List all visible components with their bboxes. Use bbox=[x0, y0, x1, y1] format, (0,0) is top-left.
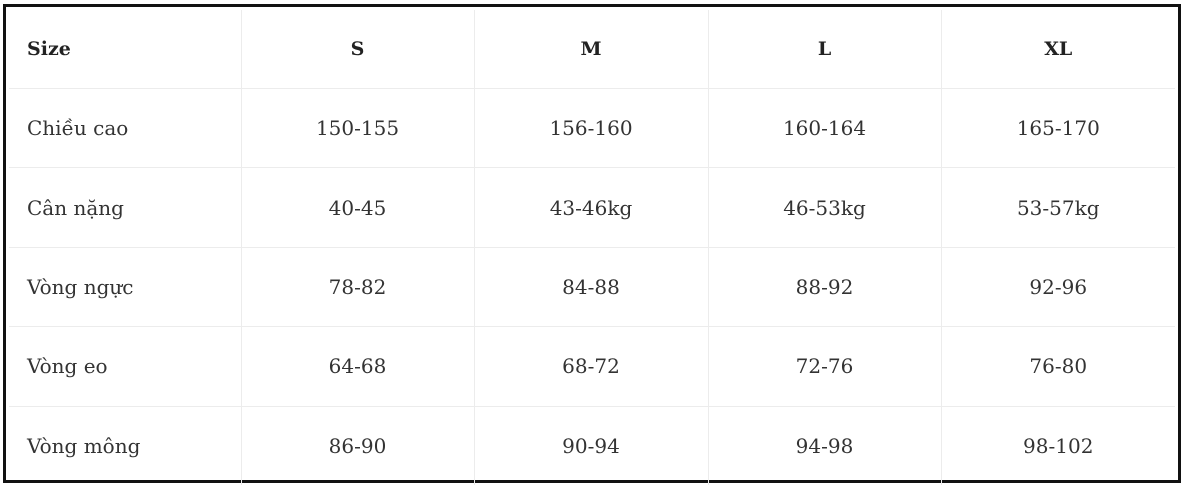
row-label: Vòng mông bbox=[9, 405, 242, 485]
header-size-m: M bbox=[473, 10, 709, 89]
table-cell: 68-72 bbox=[473, 326, 709, 407]
table-cell: 72-76 bbox=[707, 326, 942, 407]
table-cell: 160-164 bbox=[707, 87, 942, 169]
table-header-row: Size S M L XL bbox=[9, 10, 1175, 89]
row-label: Chiều cao bbox=[9, 87, 242, 169]
table-cell: 84-88 bbox=[473, 246, 709, 328]
table-cell: 90-94 bbox=[473, 405, 709, 485]
table-cell: 86-90 bbox=[240, 405, 475, 485]
table-cell: 165-170 bbox=[940, 87, 1175, 169]
row-label: Cân nặng bbox=[9, 167, 242, 248]
table-cell: 46-53kg bbox=[707, 167, 942, 248]
table-cell: 156-160 bbox=[473, 87, 709, 169]
table-cell: 98-102 bbox=[940, 405, 1175, 485]
table-cell: 78-82 bbox=[240, 246, 475, 328]
header-size-xl: XL bbox=[940, 10, 1175, 89]
table-cell: 43-46kg bbox=[473, 167, 709, 248]
row-label: Vòng ngực bbox=[9, 246, 242, 328]
table-cell: 76-80 bbox=[940, 326, 1175, 407]
table-row: Vòng mông 86-90 90-94 94-98 98-102 bbox=[9, 405, 1175, 485]
header-size-s: S bbox=[240, 10, 475, 89]
header-size-label: Size bbox=[9, 10, 242, 89]
size-chart-frame: Size S M L XL Chiều cao 150-155 156-160 … bbox=[3, 4, 1181, 485]
table-row: Vòng ngực 78-82 84-88 88-92 92-96 bbox=[9, 246, 1175, 328]
table-row: Cân nặng 40-45 43-46kg 46-53kg 53-57kg bbox=[9, 167, 1175, 248]
row-label: Vòng eo bbox=[9, 326, 242, 407]
table-cell: 92-96 bbox=[940, 246, 1175, 328]
table-row: Chiều cao 150-155 156-160 160-164 165-17… bbox=[9, 87, 1175, 169]
table-cell: 150-155 bbox=[240, 87, 475, 169]
table-cell: 53-57kg bbox=[940, 167, 1175, 248]
table-cell: 64-68 bbox=[240, 326, 475, 407]
table-cell: 88-92 bbox=[707, 246, 942, 328]
size-chart-table: Size S M L XL Chiều cao 150-155 156-160 … bbox=[9, 10, 1175, 485]
table-cell: 94-98 bbox=[707, 405, 942, 485]
table-row: Vòng eo 64-68 68-72 72-76 76-80 bbox=[9, 326, 1175, 407]
table-cell: 40-45 bbox=[240, 167, 475, 248]
header-size-l: L bbox=[707, 10, 942, 89]
